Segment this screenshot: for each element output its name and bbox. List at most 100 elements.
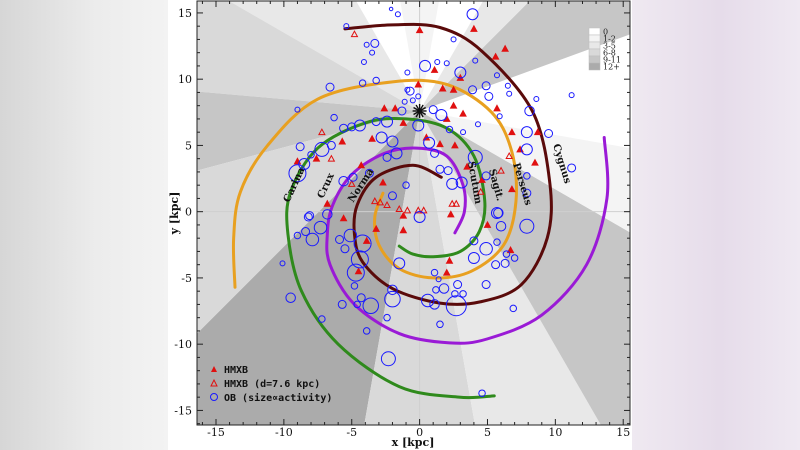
spiral-arms: [231, 22, 610, 400]
ob-star-point: [285, 292, 296, 304]
ob-star-point: [313, 220, 328, 235]
ob-star-point: [484, 91, 494, 101]
legend-hmxb-label: HMXB: [224, 365, 248, 376]
ob-star-point: [397, 106, 407, 116]
ob-star-point: [405, 86, 415, 96]
x-tick-label: 10: [548, 426, 562, 439]
ob-star-point: [481, 280, 491, 290]
hmxb-point: [470, 24, 478, 32]
ob-star-point: [314, 141, 330, 157]
ob-star-point: [428, 105, 438, 115]
ob-star-point: [412, 119, 425, 132]
coverage-sector: [419, 111, 630, 233]
ob-star-point: [510, 254, 519, 262]
ob-star-point: [404, 69, 411, 76]
ob-star-point: [479, 242, 493, 256]
ob-star-point: [467, 149, 483, 165]
ob-star-point: [337, 299, 347, 309]
ob-star-point: [371, 117, 381, 127]
hmxb-point: [430, 65, 439, 73]
hmxb-point: [508, 185, 516, 193]
hmxb-dist-point: [448, 199, 457, 207]
ob-star-point: [421, 293, 435, 308]
y-tick-label: 5: [185, 139, 192, 152]
ob-star-point: [519, 218, 535, 234]
ob-star-point: [506, 90, 513, 97]
hmxb-point: [459, 109, 467, 117]
coverage-sector: [419, 111, 630, 425]
hmxb-dist-point: [383, 201, 391, 209]
hmxb-point: [372, 224, 381, 232]
x-tick-label: 15: [616, 426, 630, 439]
ob-star-point: [467, 252, 480, 265]
ob-star-point: [493, 72, 500, 79]
series-legend: HMXB HMXB (d=7.6 kpc) OB (size∝activity): [210, 365, 332, 404]
ob-star-point: [419, 59, 432, 72]
ob-star-point: [325, 82, 335, 92]
ob-star-point: [496, 113, 503, 120]
hmxb-dist-point: [327, 154, 336, 162]
hmxb-point: [362, 236, 371, 244]
ob-star-point: [298, 157, 311, 170]
hmxb-point: [533, 128, 542, 136]
ob-star-point: [509, 304, 518, 313]
coverage-sector: [197, 91, 420, 171]
coverage-legend-swatch: [588, 62, 601, 71]
ob-star-point: [455, 176, 468, 189]
plot-area: [197, 1, 630, 425]
ob-star-point: [358, 79, 367, 87]
ob-star-point: [372, 76, 380, 85]
ob-star-point: [346, 263, 365, 282]
ob-star-point: [401, 98, 408, 105]
ob-star-point: [353, 300, 361, 309]
ob-star-point: [347, 122, 357, 132]
coverage-sector: [197, 1, 420, 111]
hmxb-point: [446, 210, 455, 218]
ob-star-point: [301, 227, 311, 237]
ob-star-point: [387, 284, 398, 296]
ob-star-point: [307, 150, 315, 159]
ob-star-point: [430, 148, 440, 158]
ob-star-point: [524, 105, 535, 117]
coverage-legend-swatch: [588, 27, 601, 36]
hmxb-point: [463, 162, 471, 170]
hmxb-point: [380, 104, 389, 112]
ob-star-point: [459, 290, 467, 298]
ob-star-point: [490, 207, 503, 219]
ob-star-point: [402, 181, 410, 189]
ob-star-point: [295, 142, 305, 152]
hmxb-point: [449, 101, 458, 109]
spiral-arm-perseus: [231, 78, 518, 289]
hmxb-point: [478, 175, 486, 183]
coverage-legend-swatch: [588, 34, 601, 43]
ob-star-point: [362, 297, 379, 314]
ob-star-point: [493, 238, 501, 246]
coverage-legend-label: 1-2: [603, 35, 616, 44]
ob-star-point: [305, 232, 320, 247]
ob-star-point: [454, 66, 467, 79]
ob-star-point: [469, 236, 479, 246]
ob-star-point: [356, 293, 366, 303]
ob-star-point: [381, 115, 394, 128]
hmxb-point: [357, 161, 366, 169]
axis-ticks: -15 -10 -5 0 5 10 15 -15 -10 -5 0 5 10 15: [174, 1, 630, 439]
data-points: [279, 6, 577, 397]
ob-star-point: [446, 177, 459, 190]
ob-star-point: [533, 96, 540, 103]
ob-star-point: [460, 129, 467, 136]
ob-star-point: [360, 58, 367, 65]
ob-star-point: [432, 286, 440, 294]
ob-star-point: [472, 57, 479, 64]
ob-star-point: [450, 36, 457, 43]
hmxb-dist-point: [347, 179, 356, 187]
hmxb-point: [415, 26, 424, 34]
hmxb-point: [436, 140, 444, 148]
coverage-legend-label: 9-11: [603, 56, 621, 65]
hmxb-point: [312, 154, 321, 162]
hmxb-point: [506, 246, 515, 254]
hmxb-point: [368, 134, 376, 142]
ob-star-point: [443, 166, 453, 176]
y-axis-label: y [kpc]: [168, 192, 181, 236]
ob-star-point: [375, 131, 388, 144]
